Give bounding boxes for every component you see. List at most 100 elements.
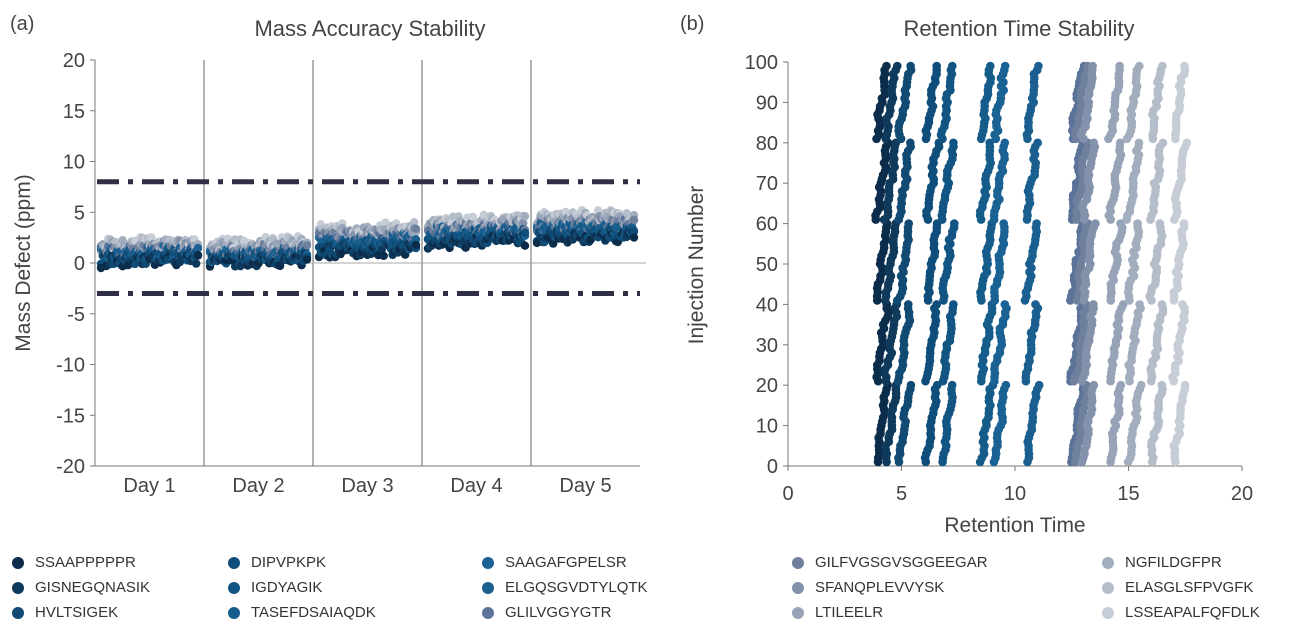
- panel-b-y-tick-label: 40: [756, 294, 778, 316]
- retention-time-point: [932, 61, 941, 71]
- legend-marker: [228, 606, 240, 619]
- retention-time-point: [1000, 61, 1010, 71]
- retention-time-point: [906, 61, 915, 71]
- retention-time-point: [1136, 380, 1146, 390]
- legend-marker: [12, 581, 24, 594]
- panel-b-y-tick-label: 60: [756, 214, 778, 236]
- retention-time-point: [1089, 138, 1099, 148]
- legend-item: DIPVPKPK: [228, 554, 326, 571]
- panel-b-x-tick-label: 10: [1004, 483, 1026, 505]
- retention-time-point: [882, 61, 891, 71]
- legend-marker: [792, 581, 804, 594]
- legend-label: SAAGAFGPELSR: [505, 554, 627, 571]
- retention-time-point: [1088, 61, 1097, 71]
- panel-b-points: [871, 61, 1192, 467]
- retention-time-point: [932, 300, 941, 309]
- legend-marker: [792, 606, 804, 619]
- mass-defect-point: [520, 241, 530, 250]
- retention-time-point: [906, 380, 916, 390]
- legend-item: NGFILDGFPR: [1102, 554, 1222, 571]
- legend-item: GILFVGSGVSGGEEGAR: [792, 554, 988, 571]
- mass-defect-point: [147, 233, 156, 242]
- legend-item: SSAAPPPPPR: [12, 554, 136, 571]
- legend-marker: [1102, 556, 1114, 569]
- panel-a-y-tick-label: -10: [56, 355, 85, 377]
- retention-time-point: [985, 138, 994, 148]
- retention-time-point: [1116, 380, 1126, 390]
- legend-label: ELASGLSFPVGFK: [1125, 579, 1254, 596]
- retention-time-point: [1155, 219, 1165, 228]
- retention-time-point: [1089, 300, 1098, 309]
- legend-item: HVLTSIGEK: [12, 604, 118, 621]
- retention-time-point: [1034, 380, 1044, 390]
- panel-b-y-tick-label: 10: [756, 416, 778, 438]
- mass-defect-point: [468, 212, 478, 221]
- retention-time-point: [1034, 61, 1043, 71]
- retention-time-point: [947, 380, 957, 390]
- retention-time-point: [949, 300, 958, 309]
- retention-time-point: [904, 219, 913, 228]
- retention-time-point: [893, 61, 902, 71]
- panel-b-x-tick-label: 20: [1231, 483, 1253, 505]
- legend: SSAAPPPPPR GISNEGQNASIK HVLTSIGEK DIPVPKPK I…: [0, 548, 1294, 626]
- panel-a-y-tick-label: -20: [56, 456, 85, 478]
- legend-marker: [12, 606, 24, 619]
- panel-a-y-tick-label: 0: [74, 253, 85, 275]
- legend-marker: [482, 556, 494, 569]
- panel-b-title: Retention Time Stability: [903, 16, 1134, 41]
- retention-time-point: [1089, 380, 1099, 390]
- retention-time-point: [1158, 138, 1168, 148]
- panel-b-y-tick-label: 50: [756, 254, 778, 276]
- panel-b-y-tick-label: 20: [756, 375, 778, 397]
- retention-time-point: [1000, 300, 1010, 309]
- legend-item: ELGQSGVDTYLQTK: [482, 579, 648, 596]
- retention-time-point: [986, 61, 995, 71]
- panel-a-y-tick-label: 5: [74, 202, 85, 224]
- mass-defect-point: [519, 218, 528, 228]
- legend-marker: [228, 556, 240, 569]
- panel-a-points: [96, 206, 639, 273]
- retention-time-point: [1116, 219, 1125, 228]
- panel-a-y-axis-label: Mass Defect (ppm): [12, 174, 35, 351]
- panel-a-tag: (a): [10, 13, 34, 35]
- panel-b-x-tick-label: 0: [782, 483, 793, 505]
- legend-label: SFANQPLEVVYSK: [815, 579, 945, 596]
- retention-time-point: [999, 219, 1008, 228]
- panel-b-x-axis-label: Retention Time: [944, 514, 1085, 537]
- retention-time-point: [1157, 300, 1167, 309]
- legend-item: SAAGAFGPELSR: [482, 554, 627, 571]
- panel-a-y-tick-label: -5: [67, 304, 85, 326]
- mass-defect-point: [629, 233, 639, 242]
- mass-defect-point: [302, 255, 312, 264]
- panel-b-tag: (b): [680, 13, 704, 35]
- panel-a-y-tick-label: 20: [63, 50, 85, 72]
- mass-defect-point: [302, 241, 312, 250]
- retention-time-point: [906, 138, 915, 148]
- legend-label: NGFILDGFPR: [1125, 554, 1222, 571]
- panel-b-y-tick-label: 30: [756, 335, 778, 357]
- mass-defect-point: [379, 251, 388, 260]
- panel-b-y-tick-label: 90: [756, 92, 778, 114]
- legend-label: GILFVGSGVSGGEEGAR: [815, 554, 988, 571]
- legend-item: IGDYAGIK: [228, 579, 322, 596]
- retention-time-point: [1032, 219, 1041, 228]
- retention-time-point: [1133, 219, 1142, 228]
- panel-a-x-tick-label: Day 2: [232, 475, 284, 497]
- mass-defect-point: [629, 215, 639, 225]
- retention-time-point: [1179, 219, 1189, 228]
- retention-time-point: [1158, 61, 1167, 71]
- panel-b-x-tick-label: 15: [1117, 483, 1139, 505]
- legend-marker: [1102, 581, 1114, 594]
- mass-defect-point: [520, 228, 530, 237]
- panel-a-title: Mass Accuracy Stability: [254, 16, 485, 41]
- mass-defect-point: [193, 244, 203, 253]
- panel-a-y-tick-label: 10: [63, 152, 85, 174]
- retention-time-point: [949, 138, 958, 148]
- panel-a-plot: 20 15 10 5 0 -5 -10 -15 -20 Day 1 Day 2 Day 3 Day 4 D…: [56, 50, 646, 497]
- mass-defect-point: [192, 259, 201, 268]
- retention-time-point: [1157, 380, 1167, 390]
- legend-label: TASEFDSAIAQDK: [251, 604, 376, 621]
- mass-defect-point: [411, 240, 421, 250]
- legend-item: ELASGLSFPVGFK: [1102, 579, 1253, 596]
